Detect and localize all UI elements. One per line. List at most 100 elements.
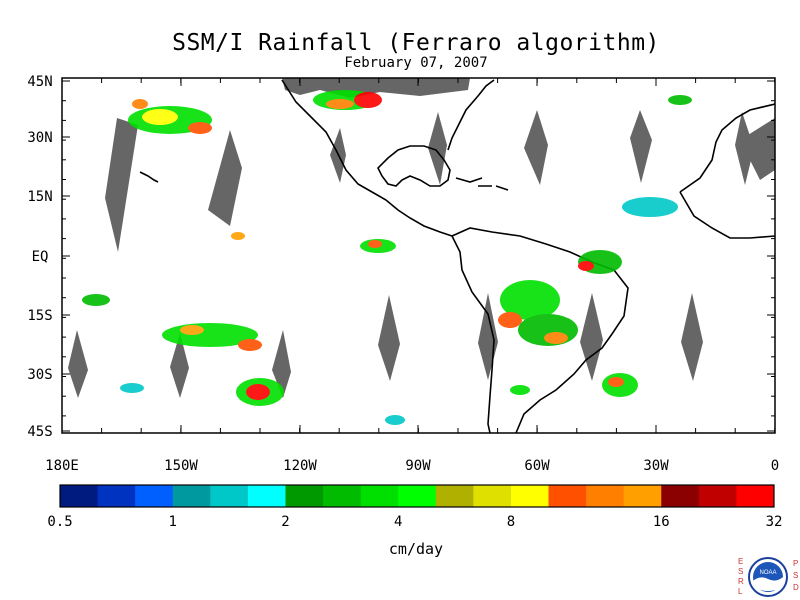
- rain-patch: [608, 377, 624, 387]
- lon-tick-label: 60W: [524, 458, 550, 474]
- logo-letter: S: [793, 571, 798, 580]
- esrl-psd-logo: E S R L P S D NOAA: [738, 557, 799, 597]
- colorbar-tick-label: 8: [507, 514, 515, 530]
- rain-patch: [510, 385, 530, 395]
- land-mask: [740, 118, 775, 180]
- map-date: February 07, 2007: [344, 55, 488, 71]
- logo-letter: L: [738, 587, 743, 596]
- swath-gap: [428, 112, 447, 185]
- map-title: SSM/I Rainfall (Ferraro algorithm): [172, 30, 660, 56]
- rain-patch: [498, 312, 522, 328]
- rain-patch: [500, 280, 560, 320]
- coastline-caribbean-isles: [455, 177, 509, 191]
- rain-patch: [238, 339, 262, 351]
- rain-patch: [246, 384, 270, 400]
- rain-patch: [132, 99, 148, 109]
- swath-gap: [208, 130, 242, 226]
- lon-tick-label: 180E: [45, 458, 79, 474]
- colorbar-swatch: [698, 485, 737, 507]
- colorbar-swatch: [172, 485, 211, 507]
- map-panel: [62, 78, 775, 433]
- colorbar: 0.5 1 2 4 8 16 32: [47, 484, 782, 530]
- coastline-north-america: [281, 79, 453, 237]
- colorbar-swatch: [210, 485, 249, 507]
- colorbar-tick-label: 16: [653, 514, 670, 530]
- lat-tick-label: EQ: [32, 249, 49, 265]
- colorbar-swatch: [623, 485, 662, 507]
- colorbar-swatch: [736, 485, 775, 507]
- lon-tick-label: 90W: [405, 458, 431, 474]
- lat-tick-label: 15S: [27, 308, 52, 324]
- lat-tick-label: 30N: [27, 130, 52, 146]
- colorbar-tick-label: 2: [281, 514, 289, 530]
- rainfall-patches: [82, 90, 692, 425]
- lat-tick-label: 45N: [27, 74, 52, 90]
- rain-patch: [354, 92, 382, 108]
- logo-letter: E: [738, 557, 743, 566]
- coastline-gulf-coast: [377, 145, 451, 187]
- coastline-hawaii: [139, 171, 159, 183]
- land-mask: [282, 78, 470, 98]
- colorbar-swatch: [247, 485, 286, 507]
- swath-gap: [105, 118, 138, 252]
- rain-patch: [668, 95, 692, 105]
- colorbar-swatch: [510, 485, 550, 507]
- swath-gap: [272, 330, 291, 398]
- noaa-wave-icon: [753, 577, 783, 591]
- swath-gaps: [68, 78, 775, 398]
- swath-gap: [378, 295, 400, 381]
- colorbar-tick-label: 0.5: [47, 514, 72, 530]
- rain-patch: [544, 332, 568, 344]
- rain-patch: [578, 261, 594, 271]
- lon-tick-label: 150W: [164, 458, 198, 474]
- rain-patch: [82, 294, 110, 306]
- coastline-africa: [679, 103, 775, 193]
- latitude-axis: 45N 30N 15N EQ 15S 30S 45S: [27, 74, 775, 440]
- coastline-south-america-east: [451, 227, 629, 433]
- colorbar-swatch: [323, 485, 362, 507]
- colorbar-tick-label: 4: [394, 514, 402, 530]
- logo-letter: D: [793, 583, 799, 592]
- noaa-badge-text: NOAA: [759, 570, 776, 576]
- logo-letter: S: [738, 567, 743, 576]
- colorbar-swatch: [135, 485, 174, 507]
- rain-patch: [231, 232, 245, 240]
- colorbar-swatch: [97, 485, 136, 507]
- swath-gap: [170, 333, 189, 398]
- colorbar-tick-label: 1: [169, 514, 177, 530]
- lat-tick-label: 30S: [27, 367, 52, 383]
- coastlines: [139, 79, 775, 433]
- coastline-south-america-west: [451, 235, 495, 433]
- lon-tick-label: 120W: [283, 458, 317, 474]
- rain-patch: [385, 415, 405, 425]
- colorbar-swatch: [285, 485, 324, 507]
- rain-patch: [326, 99, 354, 109]
- lat-tick-label: 45S: [27, 424, 52, 440]
- lon-tick-label: 0: [771, 458, 779, 474]
- rain-patch: [120, 383, 144, 393]
- lon-tick-label: 30W: [643, 458, 669, 474]
- swath-gap: [630, 110, 652, 183]
- colorbar-swatch: [473, 485, 512, 507]
- colorbar-swatch: [548, 485, 587, 507]
- logo-letter: P: [793, 559, 798, 568]
- colorbar-frame: [59, 484, 775, 508]
- rain-patch: [188, 122, 212, 134]
- swath-gap: [524, 110, 548, 185]
- colorbar-units: cm/day: [388, 540, 444, 558]
- rain-patch: [142, 109, 178, 125]
- coastline-africa-gulf: [679, 191, 775, 239]
- swath-gap: [68, 330, 88, 398]
- rain-patch: [368, 240, 382, 248]
- rain-patch: [622, 197, 678, 217]
- swath-gap: [681, 293, 703, 381]
- colorbar-swatch: [398, 485, 437, 507]
- lat-tick-label: 15N: [27, 189, 52, 205]
- colorbar-swatch: [60, 485, 99, 507]
- colorbar-swatch: [435, 485, 474, 507]
- logo-letter: R: [738, 577, 744, 586]
- colorbar-swatch: [360, 485, 399, 507]
- swath-gap: [580, 293, 603, 381]
- colorbar-swatch: [661, 485, 700, 507]
